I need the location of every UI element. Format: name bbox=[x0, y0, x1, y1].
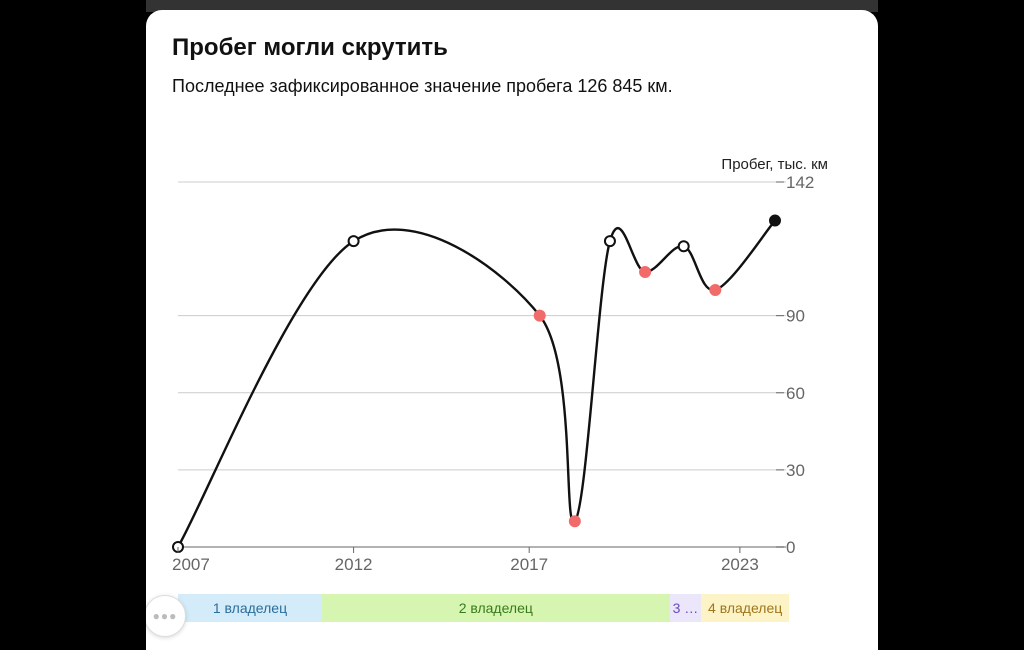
owner-label: 2 владелец bbox=[458, 600, 533, 616]
mileage-point-last[interactable] bbox=[769, 214, 781, 227]
owner-label: 1 владелец bbox=[212, 600, 288, 616]
y-axis-label: Пробег, тыс. км bbox=[721, 156, 828, 173]
owner-segment[interactable]: 4 владелец bbox=[701, 594, 790, 622]
owner-label: 4 владелец bbox=[708, 600, 783, 616]
left-backdrop bbox=[0, 0, 146, 640]
mileage-line bbox=[176, 219, 777, 549]
y-tick-label: 142 bbox=[786, 173, 814, 192]
mileage-point[interactable] bbox=[347, 235, 360, 248]
owners-timeline: 1 владелец 2 владелец 3 … 4 владелец bbox=[172, 594, 790, 622]
y-tick-label: 30 bbox=[786, 461, 805, 480]
x-tick-label: 2007 bbox=[172, 555, 210, 574]
y-tick-label: 0 bbox=[786, 538, 795, 557]
mileage-point[interactable] bbox=[677, 240, 690, 253]
x-tick-label: 2012 bbox=[335, 555, 373, 574]
top-strip bbox=[146, 0, 878, 12]
owner-segment[interactable]: 2 владелец bbox=[321, 594, 670, 622]
owner-segment[interactable]: 3 … bbox=[669, 594, 702, 622]
mileage-point-suspicious[interactable] bbox=[639, 265, 652, 278]
grid-layer: 142 90 60 30 0 bbox=[178, 173, 814, 557]
mileage-point-suspicious[interactable] bbox=[709, 283, 722, 296]
mileage-point-suspicious[interactable] bbox=[568, 515, 581, 528]
owner-label: 3 … bbox=[672, 600, 699, 616]
x-tick-label: 2023 bbox=[721, 555, 759, 574]
line-layer bbox=[176, 219, 777, 549]
y-tick-label: 90 bbox=[786, 307, 805, 326]
card-subtitle: Последнее зафиксированное значение пробе… bbox=[172, 76, 673, 96]
x-tick-layer: 2007 2012 2017 2023 bbox=[172, 547, 759, 574]
mileage-point-suspicious[interactable] bbox=[533, 309, 546, 322]
mileage-card: Пробег могли скрутить Последнее зафиксир… bbox=[146, 10, 878, 650]
y-tick-label: 60 bbox=[786, 384, 805, 403]
x-tick-label: 2017 bbox=[510, 555, 548, 574]
mileage-point[interactable] bbox=[603, 235, 616, 248]
point-layer bbox=[172, 214, 781, 553]
owner-segment[interactable]: 1 владелец bbox=[178, 594, 322, 622]
card-title: Пробег могли скрутить bbox=[172, 34, 448, 61]
more-dots-icon[interactable]: ●●● bbox=[146, 595, 186, 637]
